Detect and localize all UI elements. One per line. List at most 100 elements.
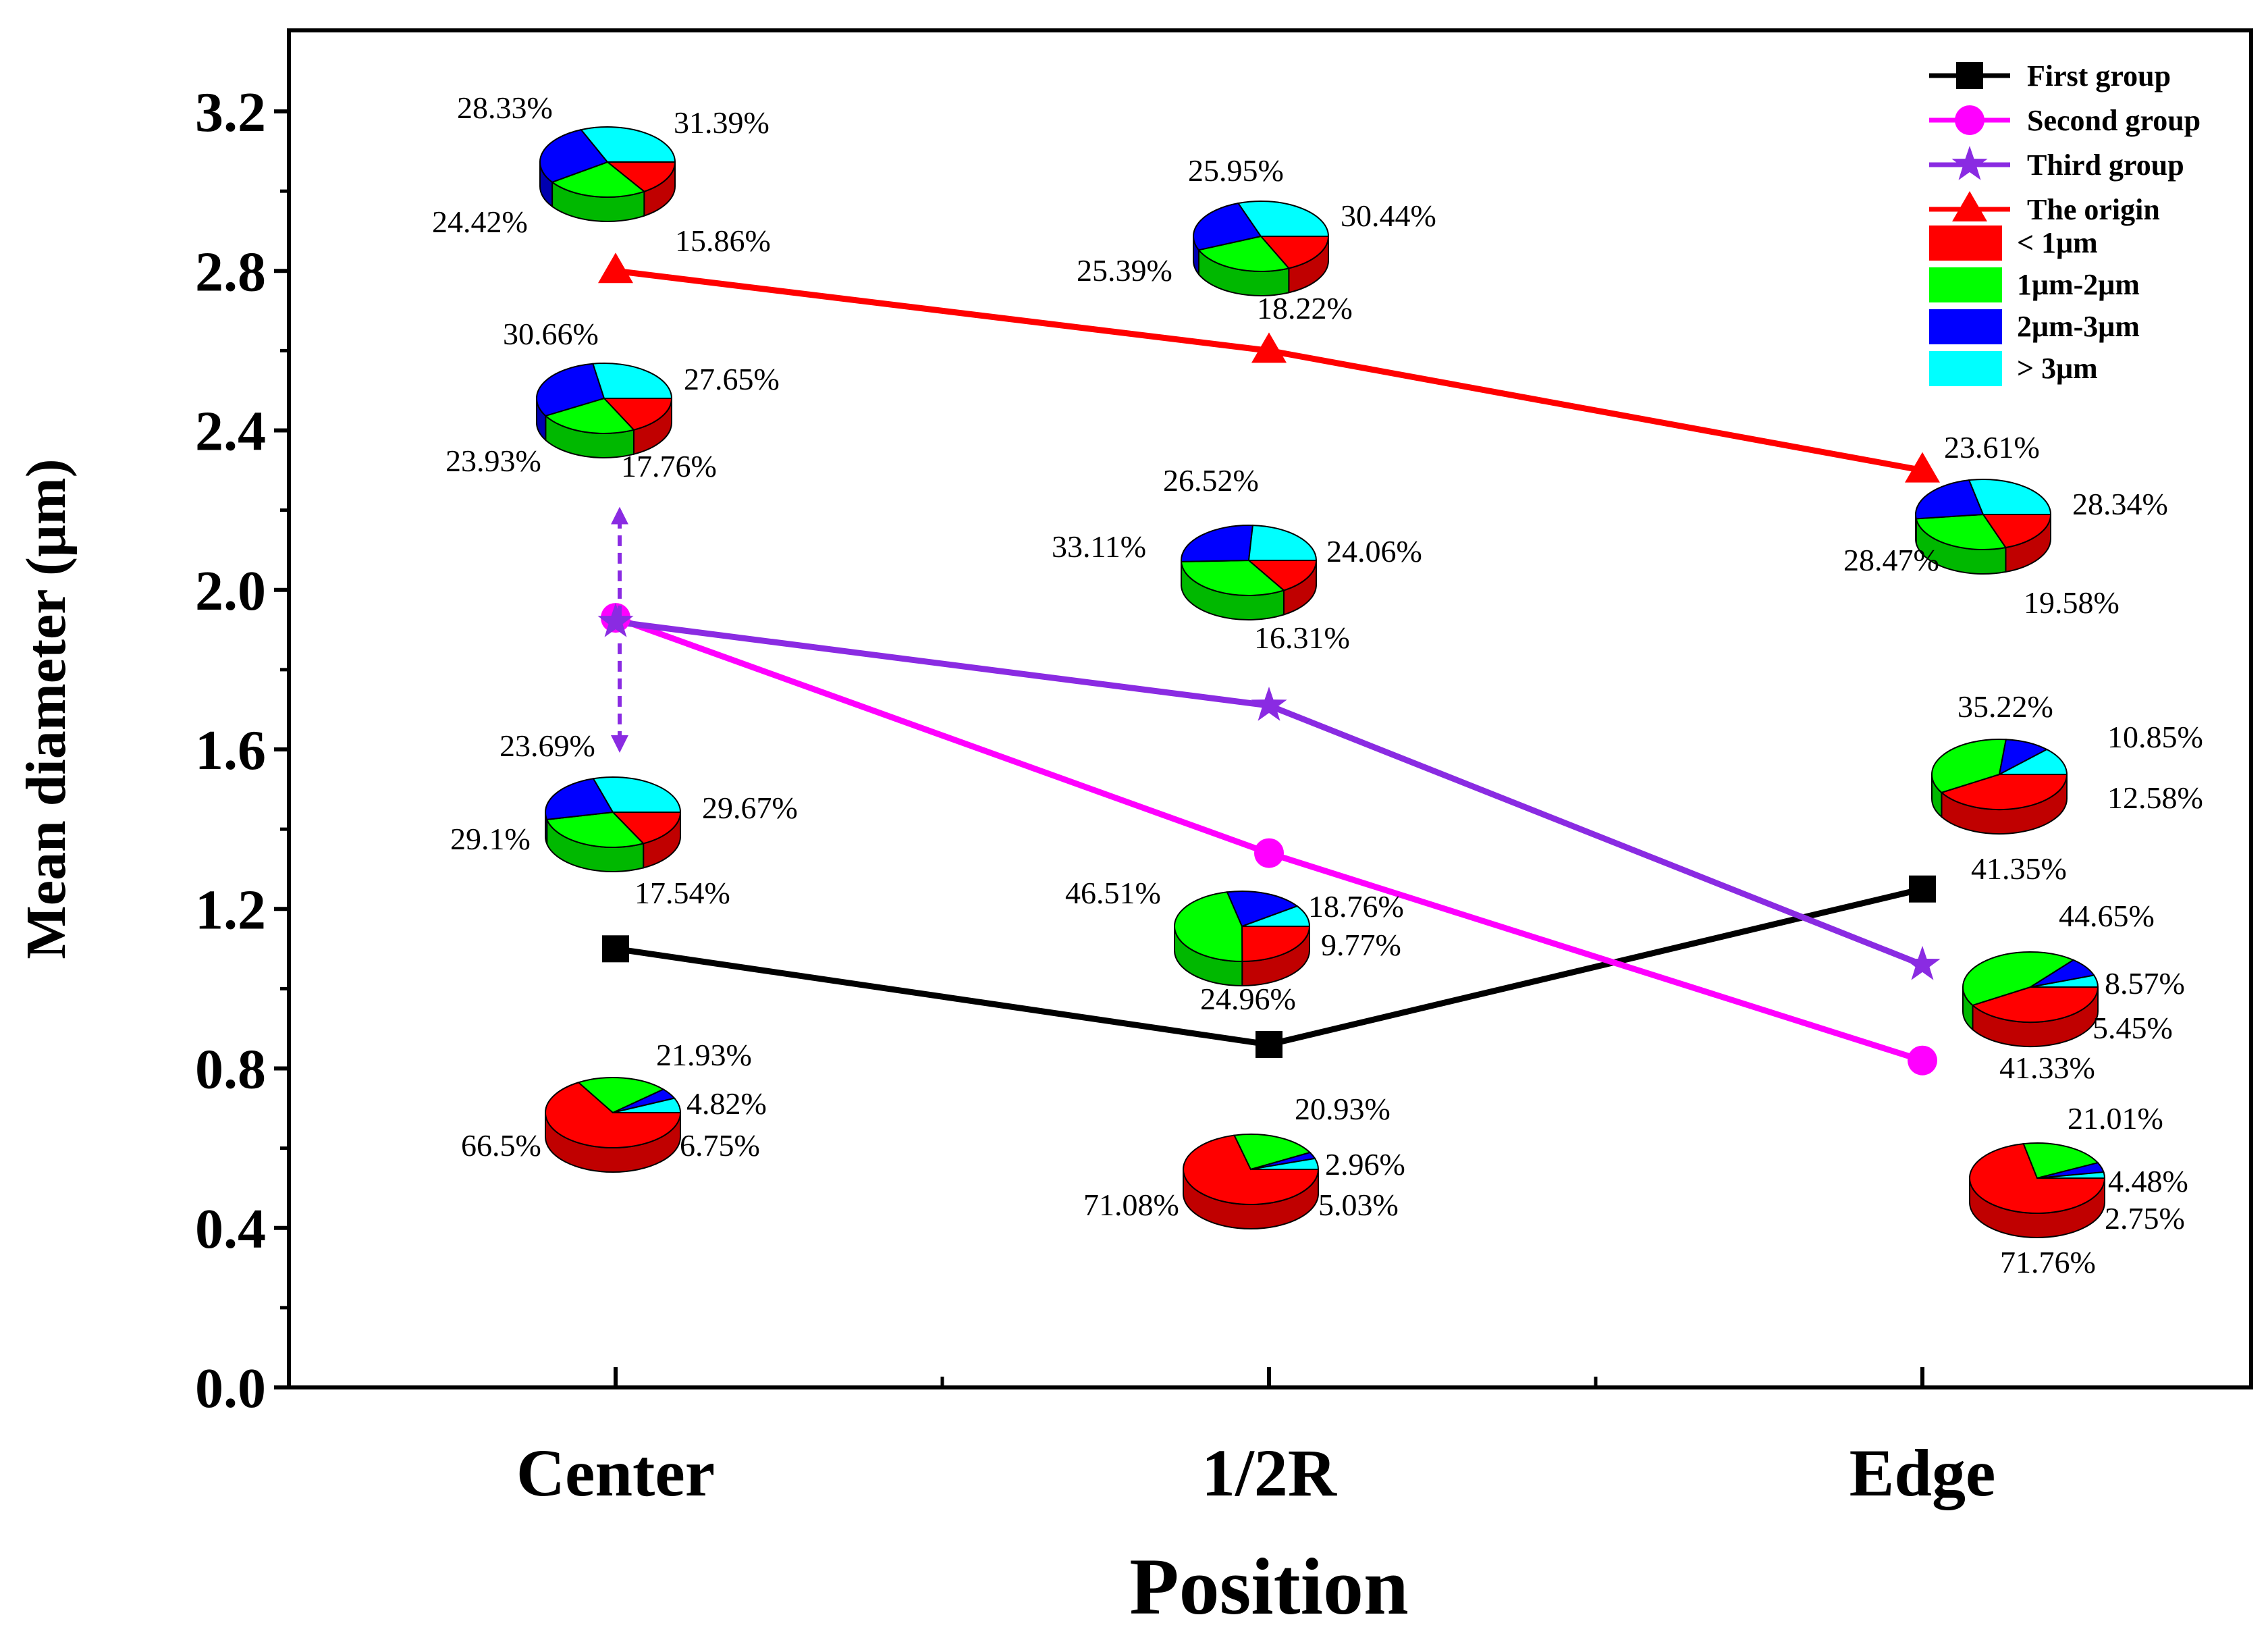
y-tick-label: 2.4 — [195, 400, 266, 463]
y-axis-label: Mean diameter (μm) — [15, 458, 78, 959]
legend-marker — [1955, 105, 1985, 135]
pie-slice — [592, 363, 673, 399]
pie-label: 24.42% — [432, 205, 528, 239]
y-tick-label: 2.8 — [195, 240, 266, 303]
pie-slice — [577, 1077, 665, 1114]
pie-chart — [1183, 1134, 1320, 1229]
pie-chart — [1193, 201, 1330, 296]
legend-swatch — [1929, 226, 2002, 261]
pie-slice — [1259, 236, 1330, 269]
pie-label: 24.96% — [1200, 982, 1296, 1016]
pie-label: 27.65% — [684, 362, 780, 396]
pie-label: 46.51% — [1065, 876, 1161, 910]
pie-slice — [2022, 1142, 2099, 1179]
legend-swatch — [1929, 309, 2002, 344]
pie-label: 2.75% — [2105, 1201, 2185, 1236]
pie-label: 33.11% — [1052, 529, 1146, 564]
pie-label: 19.58% — [2024, 585, 2120, 620]
pie-slice — [1237, 201, 1330, 237]
pie-label: 28.33% — [457, 90, 553, 125]
pie-label: 4.82% — [686, 1086, 767, 1121]
pie-chart — [1931, 739, 2068, 834]
pie-chart — [1962, 951, 2099, 1047]
pie-slice — [602, 398, 673, 431]
x-tick-label: Edge — [1850, 1435, 1996, 1510]
pie-chart — [1174, 891, 1311, 987]
pie-label: 10.85% — [2107, 720, 2203, 754]
pie-label: 35.22% — [1958, 689, 2053, 724]
pie-slice — [539, 129, 609, 183]
pie-label: 23.93% — [446, 444, 541, 478]
pie-slice — [611, 812, 682, 845]
pie-label: 41.33% — [1999, 1051, 2095, 1085]
pie-slice — [1999, 748, 2068, 775]
pie-label: 17.76% — [621, 449, 717, 483]
data-point — [1908, 1045, 1937, 1076]
pie-label: 17.54% — [634, 876, 730, 910]
pie-label: 8.57% — [2105, 966, 2185, 1001]
pie-slice — [1968, 479, 2052, 515]
data-point — [602, 935, 629, 963]
pie-label: 23.61% — [1944, 430, 2040, 465]
legend-label: Third group — [2027, 149, 2184, 182]
pie-slice — [1247, 525, 1318, 561]
pie-slice — [605, 161, 676, 192]
pie-slice — [612, 1097, 682, 1113]
pie-label: 6.75% — [680, 1128, 760, 1163]
pie-label: 30.66% — [503, 317, 599, 351]
pie-slice — [1193, 202, 1262, 251]
pie-label: 41.35% — [1971, 851, 2067, 886]
legend-label: 2μm-3μm — [2017, 310, 2140, 343]
pie-slice — [544, 397, 635, 434]
pie-label: 9.77% — [1321, 928, 1401, 962]
pie-slice — [545, 1082, 682, 1148]
pie-label: 66.5% — [461, 1128, 541, 1163]
data-point — [598, 253, 633, 284]
pie-slice — [1931, 739, 2007, 794]
legend-label: > 3μm — [2017, 352, 2098, 385]
pie-slice — [1982, 514, 2052, 549]
data-point — [1251, 332, 1287, 363]
legend-label: Second group — [2027, 104, 2200, 137]
y-tick-label: 2.0 — [195, 560, 266, 622]
pie-slice — [1241, 905, 1311, 927]
pie-slice — [1233, 1134, 1312, 1171]
pie-label: 25.39% — [1077, 253, 1172, 288]
legend-marker — [1956, 62, 1983, 89]
pie-slice — [1915, 479, 1985, 520]
x-tick-label: 1/2R — [1202, 1435, 1338, 1510]
x-axis-label: Position — [1129, 1541, 1408, 1631]
pie-label: 18.76% — [1308, 889, 1404, 924]
pie-slice — [2030, 974, 2099, 988]
pie-chart — [1180, 525, 1318, 620]
pie-label: 15.86% — [675, 223, 771, 258]
legend-label: First group — [2027, 59, 2171, 92]
pie-chart — [545, 1077, 682, 1173]
pie-label: 20.93% — [1295, 1092, 1390, 1126]
pie-slice — [545, 778, 614, 820]
y-tick-label: 0.0 — [195, 1357, 266, 1420]
pie-chart — [545, 776, 682, 872]
pie-slice — [1250, 1157, 1320, 1170]
data-point — [1909, 875, 1936, 903]
y-tick-label: 1.6 — [195, 719, 266, 782]
pie-label: 29.67% — [702, 791, 798, 825]
y-tick-label: 0.8 — [195, 1038, 266, 1101]
pie-label: 16.31% — [1254, 620, 1350, 655]
legend-label: The origin — [2027, 193, 2160, 226]
pie-slice — [2036, 1171, 2106, 1179]
pie-label: 4.48% — [2108, 1164, 2188, 1198]
pie-label: 21.93% — [656, 1038, 752, 1072]
pie-label: 31.39% — [674, 105, 770, 140]
pie-slice — [1181, 525, 1254, 562]
pie-slice — [545, 811, 645, 848]
pie-chart — [536, 363, 673, 458]
data-point — [1256, 1031, 1282, 1059]
legend-swatch — [1929, 351, 2002, 386]
data-point — [1904, 945, 1941, 980]
pie-slice — [1180, 559, 1285, 596]
pie-label: 29.1% — [450, 822, 531, 856]
pie-slice — [592, 776, 682, 813]
pie-label: 5.03% — [1318, 1188, 1399, 1222]
